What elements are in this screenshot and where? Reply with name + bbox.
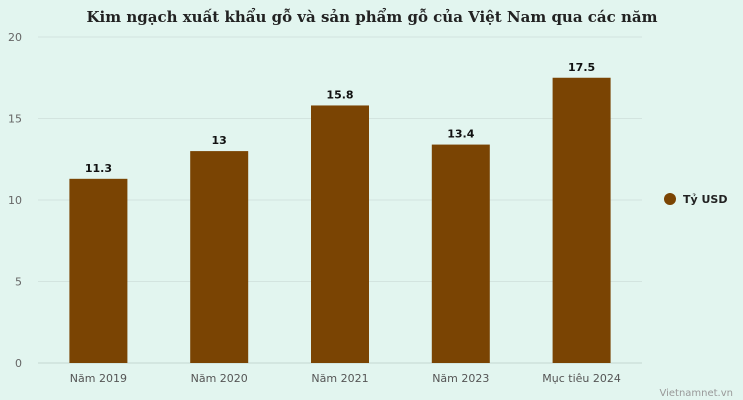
bar[interactable] [431,144,490,363]
y-axis: 0 5 10 15 20 [8,31,22,370]
y-tick-label: 0 [15,357,22,370]
data-label: 13 [212,134,227,147]
data-label: 13.4 [447,128,474,141]
bar[interactable] [552,77,611,363]
x-tick-label: Năm 2023 [432,372,489,385]
bar[interactable] [69,178,128,363]
x-tick-label: Năm 2019 [70,372,127,385]
data-label: 17.5 [568,61,595,74]
x-tick-label: Mục tiêu 2024 [542,372,621,385]
bar[interactable] [190,151,249,363]
y-tick-label: 5 [15,276,22,289]
bars [69,77,611,364]
credit-text: Vietnamnet.vn [659,388,733,399]
x-axis: Năm 2019 Năm 2020 Năm 2021 Năm 2023 Mục tiêu… [70,372,621,385]
data-label: 11.3 [85,162,112,175]
y-tick-label: 10 [8,194,22,207]
legend-label[interactable]: Tỷ USD [683,193,728,206]
data-label: 15.8 [326,88,353,101]
legend-marker [664,193,676,205]
legend[interactable]: Tỷ USD [664,193,728,206]
x-tick-label: Năm 2021 [311,372,368,385]
bar[interactable] [311,105,369,364]
y-tick-label: 15 [8,113,22,126]
x-tick-label: Năm 2020 [191,372,248,385]
data-labels: 11.3 13 15.8 13.4 17.5 [85,61,595,175]
chart-title: Kim ngạch xuất khẩu gỗ và sản phẩm gỗ củ… [87,8,658,26]
y-tick-label: 20 [8,31,22,44]
